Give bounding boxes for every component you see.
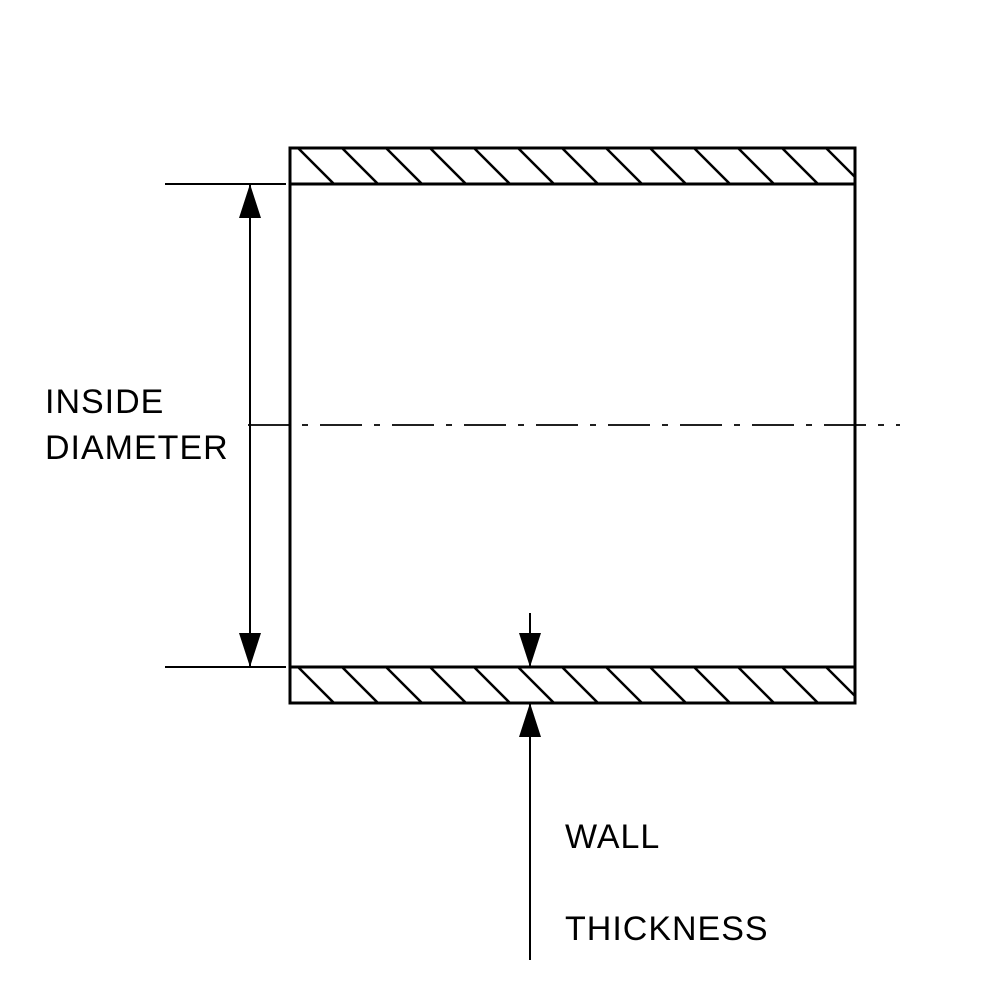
tube-cross-section-diagram <box>0 0 1000 996</box>
wall-thickness-line2: THICKNESS <box>565 910 769 948</box>
inside-diameter-label: INSIDE DIAMETER <box>45 380 229 472</box>
inside-diameter-line2: DIAMETER <box>45 429 229 467</box>
inside-diameter-line1: INSIDE <box>45 383 164 421</box>
wall-thickness-label: WALL THICKNESS <box>565 815 769 953</box>
wall-thickness-line1: WALL <box>565 818 660 856</box>
